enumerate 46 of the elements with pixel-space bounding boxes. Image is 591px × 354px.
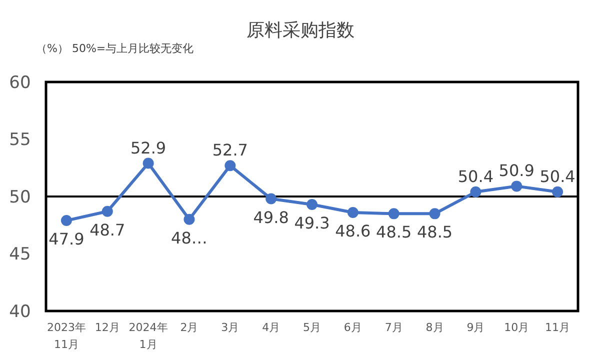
point <box>184 214 195 225</box>
point <box>347 207 358 218</box>
point <box>306 199 318 210</box>
data-label: 49.3 <box>294 214 330 233</box>
point <box>388 208 400 220</box>
y-tick-label: 55 <box>9 130 31 150</box>
data-label: 48.6 <box>335 222 371 241</box>
point <box>142 158 154 169</box>
y-tick-label: 50 <box>9 187 31 208</box>
x-tick-label: 10月 <box>504 321 530 334</box>
data-label: 48.5 <box>416 222 453 242</box>
point <box>552 186 564 198</box>
data-label: 47.9 <box>48 230 84 249</box>
data-label: 52.7 <box>212 140 248 160</box>
point <box>429 208 440 220</box>
x-tick-label: 2023年 11月 <box>46 321 86 351</box>
x-tick-label: 6月 <box>344 321 362 334</box>
x-tick-label: 8月 <box>426 321 444 334</box>
point <box>470 186 482 198</box>
chart-subtitle: （%） 50%=与上月比较无变化 <box>36 42 194 55</box>
point <box>266 193 277 204</box>
x-tick-label: 7月 <box>384 321 403 334</box>
data-label: 48… <box>171 228 208 248</box>
data-label: 50.9 <box>498 161 534 180</box>
data-label: 48.7 <box>90 220 126 240</box>
point <box>102 206 113 217</box>
x-tick-label: 5月 <box>303 321 321 334</box>
point <box>60 215 72 226</box>
chart-title: 原料采购指数 <box>246 20 354 41</box>
x-tick-label: 2月 <box>180 321 198 334</box>
x-tick-label: 3月 <box>221 321 240 334</box>
data-label: 50.4 <box>458 166 494 186</box>
data-label: 48.5 <box>376 222 412 242</box>
data-label: 49.8 <box>253 208 289 227</box>
y-tick-label: 45 <box>9 244 31 265</box>
data-label: 52.9 <box>130 138 166 158</box>
y-tick-label: 40 <box>9 302 31 322</box>
x-tick-label: 2024年 1月 <box>128 321 168 351</box>
x-tick-label: 9月 <box>466 321 485 334</box>
y-tick-label: 60 <box>9 72 31 93</box>
data-label: 50.4 <box>540 166 576 186</box>
x-tick-label: 11月 <box>545 321 570 334</box>
point <box>224 160 236 172</box>
point <box>511 180 522 192</box>
x-tick-label: 4月 <box>262 321 280 334</box>
x-tick-label: 12月 <box>94 321 120 334</box>
